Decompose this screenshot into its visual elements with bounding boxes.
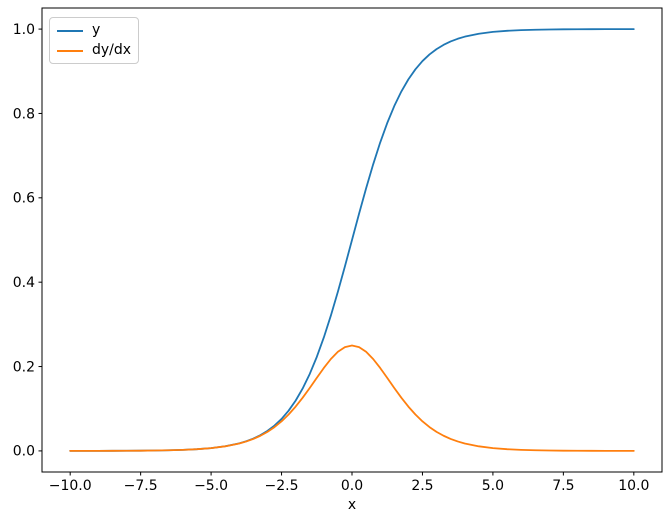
- y-tick-label: 1.0: [13, 22, 35, 38]
- axes-frame: [41, 7, 663, 473]
- y-tick-label: 0.4: [13, 275, 35, 291]
- y-tick-label: 0.2: [13, 359, 35, 375]
- y-tick-label: 0.6: [13, 191, 35, 207]
- x-tick-label: 7.5: [552, 478, 574, 494]
- x-tick-label: 10.0: [618, 478, 649, 494]
- x-tick-label: 0.0: [341, 478, 363, 494]
- legend-line-sample-dydx: [57, 49, 83, 52]
- legend-label-dydx: dy/dx: [92, 42, 132, 58]
- legend-label-y: y: [92, 22, 101, 38]
- x-axis-label: x: [347, 497, 357, 513]
- series-line-y: [69, 28, 635, 452]
- x-tick-label: −10.0: [49, 478, 92, 494]
- legend-item-dydx: dy/dx: [57, 43, 131, 58]
- x-tick-label: 2.5: [411, 478, 433, 494]
- y-tick-label: 0.8: [13, 106, 35, 122]
- legend-item-y: y: [57, 23, 131, 38]
- x-tick-label: −2.5: [265, 478, 299, 494]
- x-tick-label: −7.5: [124, 478, 158, 494]
- x-tick-label: 5.0: [482, 478, 504, 494]
- legend-line-sample-y: [57, 29, 83, 32]
- y-tick-label: 0.0: [13, 444, 35, 460]
- x-tick-label: −5.0: [194, 478, 228, 494]
- series-line-dydx: [69, 344, 635, 452]
- legend: y dy/dx: [49, 17, 139, 64]
